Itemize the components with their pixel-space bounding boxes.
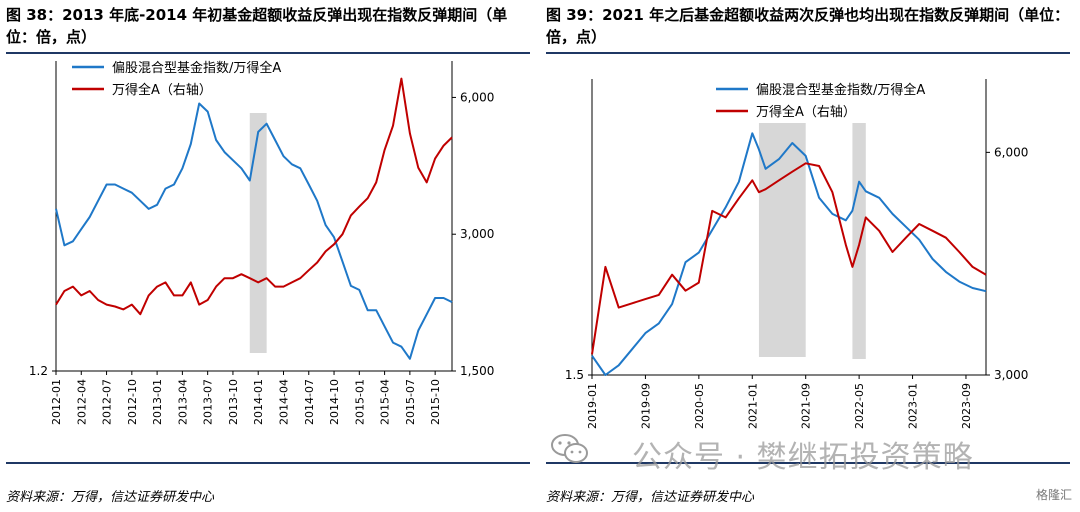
watermark: 公众号 · 樊继拓投资策略 xyxy=(540,428,1080,475)
x-tick-label: 2013-07 xyxy=(202,379,215,425)
x-tick-label: 2023-01 xyxy=(907,383,920,429)
x-tick-label: 2013-10 xyxy=(227,379,240,425)
x-tick-label: 2014-07 xyxy=(303,379,316,425)
y-right-tick-label: 3,000 xyxy=(994,368,1028,382)
series-line-wind-a xyxy=(591,162,987,355)
left-chart-title: 图 38：2013 年底-2014 年初基金超额收益反弹出现在指数反弹期间（单位… xyxy=(6,6,508,46)
x-tick-label: 2015-04 xyxy=(379,379,392,425)
series-line-wind-a xyxy=(55,77,453,316)
x-tick-label: 2012-07 xyxy=(101,379,114,425)
corner-badge: 格隆汇 xyxy=(1035,488,1072,502)
x-tick-label: 2022-05 xyxy=(853,383,866,429)
left-figure: 图 38：2013 年底-2014 年初基金超额收益反弹出现在指数反弹期间（单位… xyxy=(6,6,530,505)
legend-label: 万得全A（右轴） xyxy=(756,104,856,120)
y-left-tick-label: 1.5 xyxy=(565,368,584,382)
left-title-rule xyxy=(6,52,530,54)
legend-label: 偏股混合型基金指数/万得全A xyxy=(112,60,281,76)
legend-label: 偏股混合型基金指数/万得全A xyxy=(756,82,925,98)
right-source-note: 资料来源：万得，信达证券研发中心 xyxy=(546,490,755,505)
series-line-fund-ratio xyxy=(591,132,987,376)
x-tick-label: 2015-07 xyxy=(404,379,417,425)
x-tick-label: 2021-01 xyxy=(746,383,759,429)
shaded-period-1 xyxy=(249,113,267,353)
x-tick-label: 2023-09 xyxy=(960,383,973,429)
right-bottom-rule xyxy=(546,462,1070,464)
x-tick-label: 2015-10 xyxy=(429,379,442,425)
x-tick-label: 2019-01 xyxy=(586,383,599,429)
x-tick-label: 2014-04 xyxy=(277,379,290,425)
right-chart-title: 图 39：2021 年之后基金超额收益两次反弹也均出现在指数反弹期间（单位：倍，… xyxy=(546,6,1070,46)
left-source-note: 资料来源：万得，信达证券研发中心 xyxy=(6,490,215,505)
right-chart: 2019-01 2019-09 2020-05 2021-01 2021-09 2022-… xyxy=(565,79,1028,429)
x-tick-label: 2014-01 xyxy=(252,379,265,425)
watermark-text: 公众号 · 樊继拓投资策略 xyxy=(632,440,974,475)
x-tick-label: 2014-10 xyxy=(328,379,341,425)
series-line-fund-ratio xyxy=(55,102,453,360)
x-tick-label: 2012-04 xyxy=(75,379,88,425)
left-bottom-rule xyxy=(6,462,530,464)
x-tick-label: 2013-01 xyxy=(151,379,164,425)
x-tick-label: 2013-04 xyxy=(176,379,189,425)
y-left-tick-label: 1.2 xyxy=(29,364,48,378)
shaded-period-1 xyxy=(758,123,806,357)
y-right-tick-label: 6,000 xyxy=(994,145,1028,159)
x-tick-label: 2021-09 xyxy=(800,383,813,429)
x-tick-label: 2012-10 xyxy=(126,379,139,425)
right-figure: 图 39：2021 年之后基金超额收益两次反弹也均出现在指数反弹期间（单位：倍，… xyxy=(540,0,1080,512)
wechat-icon xyxy=(551,434,588,463)
left-chart: 2012-01 2012-04 2012-07 2012-10 2013-01 2013-… xyxy=(29,60,494,425)
x-tick-label: 2012-01 xyxy=(50,379,63,425)
y-right-tick-label: 1,500 xyxy=(460,364,494,378)
right-title-rule xyxy=(546,52,1070,54)
legend-label: 万得全A（右轴） xyxy=(112,82,212,98)
y-right-tick-label: 6,000 xyxy=(460,90,494,104)
x-tick-label: 2015-01 xyxy=(353,379,366,425)
x-tick-label: 2020-05 xyxy=(693,383,706,429)
y-right-tick-label: 3,000 xyxy=(460,227,494,241)
x-tick-label: 2019-09 xyxy=(639,383,652,429)
